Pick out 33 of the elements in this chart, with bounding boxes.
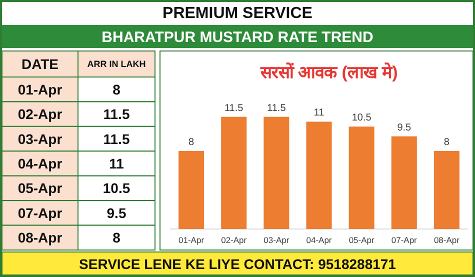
text: DATE [21, 56, 59, 72]
data-label: 11.5 [267, 102, 286, 114]
data-label: 11 [314, 108, 325, 119]
x-tick-label: 01-Apr [178, 235, 204, 245]
data-label: 8 [444, 136, 450, 148]
data-label: 10.5 [352, 112, 372, 124]
text: 9.5 [106, 204, 126, 221]
data-label: 11.5 [224, 102, 244, 114]
x-tick-label: 08-Apr [434, 235, 460, 245]
text: 04-Apr [18, 156, 63, 172]
header: PREMIUM SERVICE [162, 5, 312, 22]
x-tick-label: 07-Apr [391, 235, 418, 245]
title: सरसों आवक (लाख मे) [260, 63, 398, 82]
text: 8 [112, 81, 121, 98]
x-tick-label: 05-Apr [348, 235, 374, 245]
x-tick-label: 04-Apr [306, 235, 332, 245]
text: 07-Apr [18, 204, 63, 221]
data-label: 8 [188, 136, 195, 148]
x-tick-label: 03-Apr [264, 235, 290, 245]
text: 01-Apr [18, 81, 63, 98]
footer: SERVICE LENE KE LIYE CONTACT: 9518288171 [79, 256, 396, 272]
data-label: 9.5 [397, 122, 412, 134]
text: 11 [109, 156, 124, 172]
text: 10.5 [102, 180, 130, 196]
text: 11.5 [103, 130, 130, 147]
text: 05-Apr [18, 180, 63, 196]
subtitle: BHARATPUR MUSTARD RATE TREND [102, 29, 374, 46]
text: 02-Apr [18, 106, 63, 122]
text: 8 [112, 230, 121, 246]
text: 11.5 [103, 106, 130, 122]
text: 03-Apr [18, 130, 63, 147]
text: ARR IN LAKH [87, 59, 146, 69]
x-tick-label: 02-Apr [221, 235, 247, 245]
